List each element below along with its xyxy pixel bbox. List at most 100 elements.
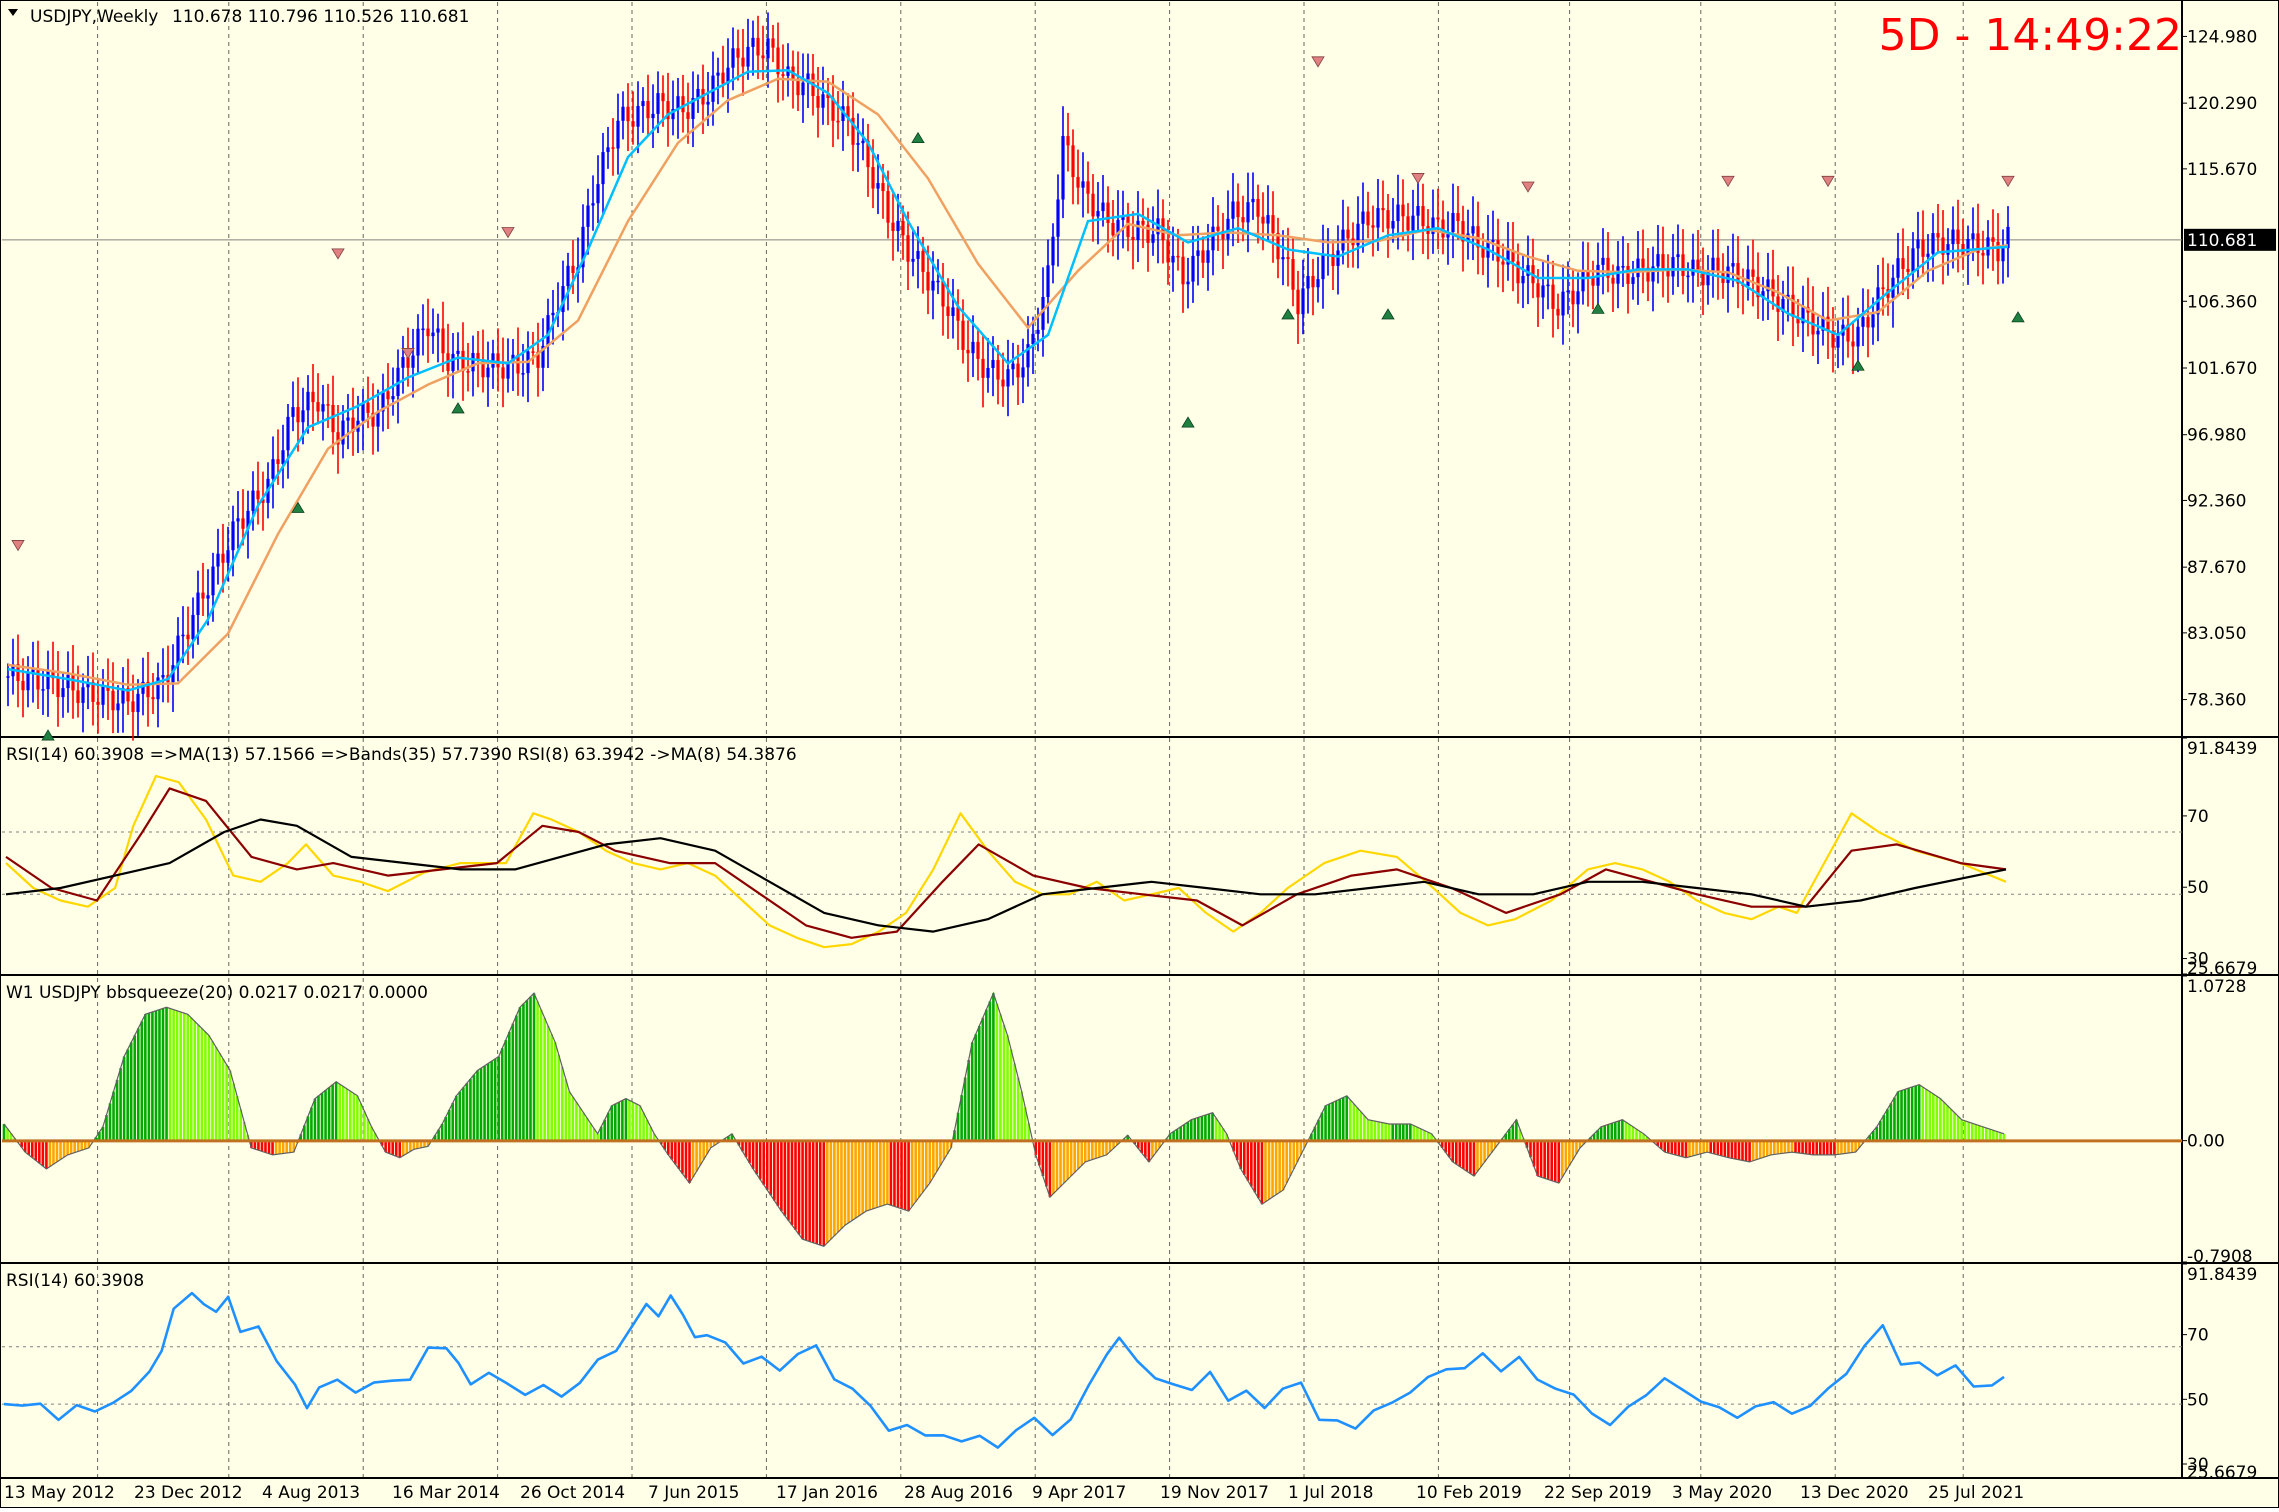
candle-body-143 [721, 72, 725, 84]
candle-body-204 [1026, 344, 1030, 368]
candle-body-368 [1846, 324, 1850, 342]
rsi-series-2 [5, 818, 2007, 933]
candle-body-158 [796, 78, 800, 96]
candle-body-346 [1736, 263, 1740, 284]
candle-body-174 [876, 183, 880, 189]
candle-body-188 [946, 306, 950, 316]
candle-body-154 [776, 47, 780, 75]
candle-body-163 [821, 94, 825, 108]
candle-body-133 [671, 109, 675, 120]
candle-body-57 [291, 407, 295, 417]
candle-body-272 [1366, 211, 1370, 226]
candle-body-68 [346, 417, 350, 421]
bbsqueeze-pane[interactable] [2, 991, 2182, 1247]
candle-body-283 [1421, 206, 1425, 227]
candle-body-279 [1401, 204, 1405, 217]
candle-body-294 [1476, 226, 1480, 248]
candle-body-383 [1921, 239, 1925, 257]
candle-body-344 [1726, 266, 1730, 283]
candle-body-87 [441, 328, 445, 354]
candle-body-3 [21, 680, 25, 691]
candle-body-208 [1046, 265, 1050, 297]
candle-body-234 [1176, 255, 1180, 258]
price-tick-label-2: 115.670 [2187, 160, 2257, 180]
candle-body-67 [341, 420, 345, 445]
candle-body-271 [1361, 211, 1365, 224]
candle-body-252 [1266, 215, 1270, 224]
candle-body-326 [1636, 258, 1640, 278]
candle-body-103 [521, 373, 525, 375]
candle-body-378 [1896, 258, 1900, 278]
candle-body-290 [1456, 212, 1460, 221]
candle-body-75 [381, 391, 385, 412]
candle-body-263 [1321, 254, 1325, 280]
candle-body-351 [1761, 291, 1765, 298]
candle-body-246 [1236, 201, 1240, 218]
candle-body-164 [826, 94, 830, 99]
rsi-pane[interactable] [2, 1291, 2182, 1449]
candle-body-93 [471, 352, 475, 372]
candle-body-191 [961, 320, 965, 350]
rsi-tick-label-1: 70 [2187, 1326, 2209, 1346]
candle-body-362 [1816, 330, 1820, 335]
candle-body-105 [531, 351, 535, 353]
candle-body-29 [151, 697, 155, 700]
candle-body-132 [666, 101, 670, 120]
price-pane[interactable]: 110.681 [2, 0, 2276, 741]
candle-body-126 [636, 106, 640, 127]
candle-body-170 [856, 143, 860, 145]
date-label-2: 4 Aug 2013 [262, 1483, 360, 1503]
candle-body-39 [201, 592, 205, 599]
main-header-symbol: USDJPY,Weekly [30, 7, 158, 27]
date-label-10: 1 Jul 2018 [1288, 1483, 1373, 1503]
candle-body-384 [1926, 253, 1930, 257]
candle-body-278 [1396, 204, 1400, 222]
candle-body-134 [676, 96, 680, 110]
candle-body-111 [561, 286, 565, 313]
candle-body-199 [1001, 379, 1005, 387]
candle-body-74 [376, 411, 380, 427]
candle-body-371 [1861, 317, 1865, 327]
candle-body-214 [1076, 177, 1080, 188]
candle-body-182 [916, 250, 920, 259]
candle-body-2 [16, 664, 20, 681]
candle-body-55 [281, 450, 285, 464]
candle-body-185 [931, 280, 935, 291]
candle-body-5 [31, 669, 35, 673]
candle-body-224 [1126, 216, 1130, 237]
candle-body-207 [1041, 296, 1045, 330]
candle-body-166 [836, 120, 840, 123]
candle-body-200 [1006, 369, 1010, 387]
candle-body-345 [1731, 263, 1735, 267]
candle-body-323 [1621, 266, 1625, 268]
candle-body-135 [681, 96, 685, 113]
candle-body-387 [1941, 237, 1945, 255]
candle-body-4 [26, 672, 30, 691]
candle-body-136 [686, 112, 690, 119]
buy-arrow-icon-5 [1281, 308, 1295, 320]
candle-body-339 [1701, 269, 1705, 286]
candle-body-65 [331, 404, 335, 433]
candle-body-80 [406, 357, 410, 368]
candle-body-358 [1796, 316, 1800, 324]
date-label-9: 19 Nov 2017 [1160, 1483, 1269, 1503]
rsi-multi-pane[interactable] [2, 774, 2182, 949]
candle-body-98 [496, 353, 500, 368]
candle-body-249 [1251, 198, 1255, 203]
candle-body-145 [731, 48, 735, 68]
candle-body-320 [1606, 257, 1610, 278]
candle-body-26 [136, 693, 140, 712]
countdown-timer: 5D - 14:49:22 [1879, 10, 2182, 61]
candle-body-232 [1166, 240, 1170, 263]
candle-body-229 [1151, 234, 1155, 243]
candle-body-317 [1591, 277, 1595, 286]
date-label-4: 26 Oct 2014 [520, 1483, 625, 1503]
dropdown-triangle-icon[interactable] [8, 9, 18, 16]
price-tick-label-3: 106.360 [2187, 292, 2257, 312]
candle-body-129 [651, 113, 655, 119]
candle-body-49 [251, 490, 255, 511]
candle-body-82 [416, 328, 420, 356]
candle-body-314 [1576, 291, 1580, 305]
buy-arrow-icon-4 [1181, 416, 1195, 428]
